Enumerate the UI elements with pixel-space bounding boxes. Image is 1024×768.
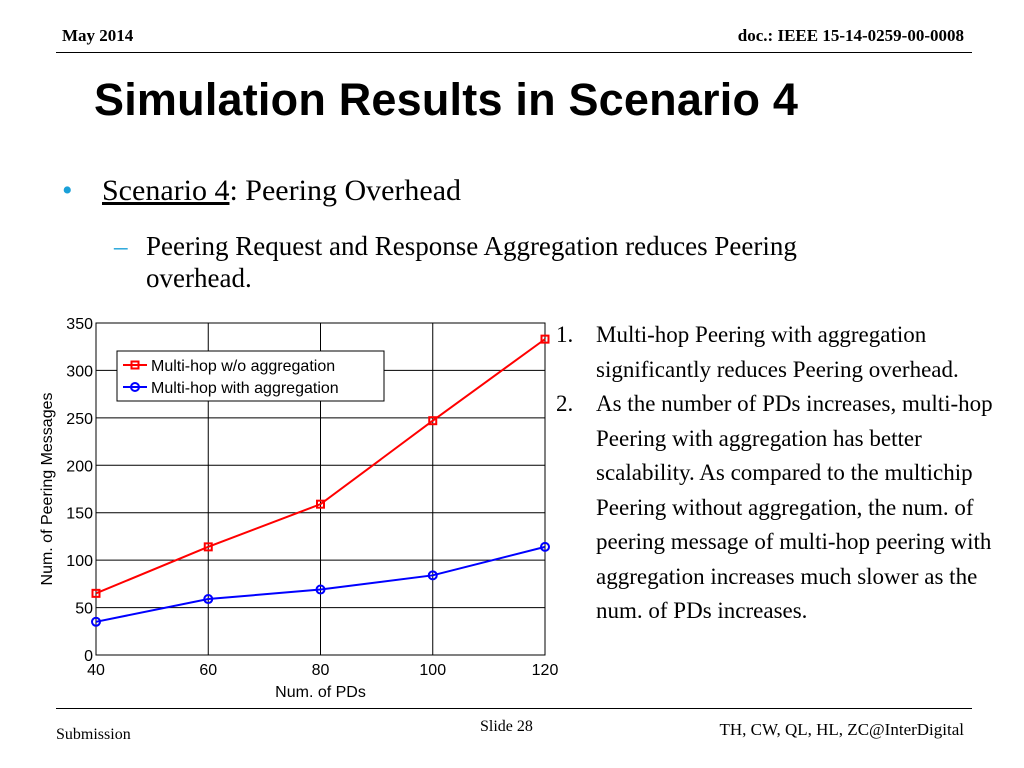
data-point: [203, 542, 213, 552]
data-point: [540, 334, 550, 344]
plot-frame: [95, 322, 546, 656]
slide-title: Simulation Results in Scenario 4: [94, 74, 799, 125]
legend-label: Multi-hop with aggregation: [151, 380, 339, 397]
footer-divider: [56, 708, 972, 709]
header-date: May 2014: [62, 26, 134, 45]
header-divider: [56, 52, 972, 53]
note-text: Multi-hop Peering with aggregation signi…: [596, 322, 959, 382]
footer-submission: Submission: [56, 726, 131, 743]
y-tick-label: 50: [75, 601, 93, 618]
sub-bullet-text: Peering Request and Response Aggregation…: [146, 231, 797, 294]
legend-circle-marker-icon: [130, 382, 140, 392]
sub-bullet-dash-icon: –: [114, 231, 128, 261]
data-point: [315, 584, 326, 595]
chart-ticks: 40 60 80 100 120 0 50 100 150 200 250 300 350: [66, 316, 558, 679]
notes-list: 1. Multi-hop Peering with aggregation sig…: [556, 318, 1008, 629]
x-tick-label: 100: [419, 662, 446, 679]
bullet-scenario-text: : Peering Overhead: [229, 174, 462, 207]
x-tick-label: 60: [199, 662, 217, 679]
note-number: 2.: [556, 391, 574, 416]
data-point: [203, 594, 214, 605]
y-tick-label: 0: [84, 648, 93, 665]
x-tick-label: 80: [312, 662, 330, 679]
chart-series: [91, 334, 550, 627]
x-tick-label: 40: [87, 662, 105, 679]
legend-box: [116, 350, 385, 402]
y-tick-label: 250: [66, 411, 93, 428]
y-tick-label: 300: [66, 363, 93, 380]
series-line-2: [95, 545, 546, 623]
sub-bullet: – Peering Request and Response Aggregati…: [114, 230, 874, 295]
x-axis-label: Num. of PDs: [275, 684, 366, 701]
bullet-scenario: • Scenario 4: Peering Overhead: [62, 174, 461, 208]
series-line-1: [95, 338, 546, 595]
y-tick-label: 100: [66, 553, 93, 570]
peering-chart: 40 60 80 100 120 0 50 100 150 200 250 300 350 Num. o…: [39, 316, 558, 701]
data-point: [540, 541, 550, 552]
note-text: As the number of PDs increases, multi-ho…: [596, 391, 993, 623]
header-doc-id: doc.: IEEE 15-14-0259-00-0008: [737, 26, 964, 45]
chart-legend: Multi-hop w/o aggregation Multi-hop with …: [116, 350, 385, 402]
legend-label: Multi-hop w/o aggregation: [151, 358, 335, 375]
y-tick-label: 350: [66, 316, 93, 333]
note-item: 1. Multi-hop Peering with aggregation sig…: [556, 318, 1008, 387]
y-axis-label: Num. of Peering Messages: [39, 393, 56, 586]
data-point: [427, 570, 438, 581]
footer-slide-number: Slide 28: [480, 718, 533, 735]
bullet-scenario-label: Scenario 4: [102, 174, 230, 207]
x-tick-label: 120: [532, 662, 559, 679]
note-number: 1.: [556, 322, 574, 347]
legend-square-marker-icon: [130, 360, 140, 370]
bullet-dot-icon: •: [62, 174, 73, 207]
y-tick-label: 150: [66, 506, 93, 523]
data-point: [428, 416, 438, 426]
note-item: 2. As the number of PDs increases, multi-…: [556, 387, 1008, 629]
data-point: [91, 588, 101, 598]
footer-authors: TH, CW, QL, HL, ZC@InterDigital: [719, 720, 965, 739]
data-point: [316, 499, 325, 509]
data-point: [91, 616, 101, 627]
y-tick-label: 200: [66, 458, 93, 475]
